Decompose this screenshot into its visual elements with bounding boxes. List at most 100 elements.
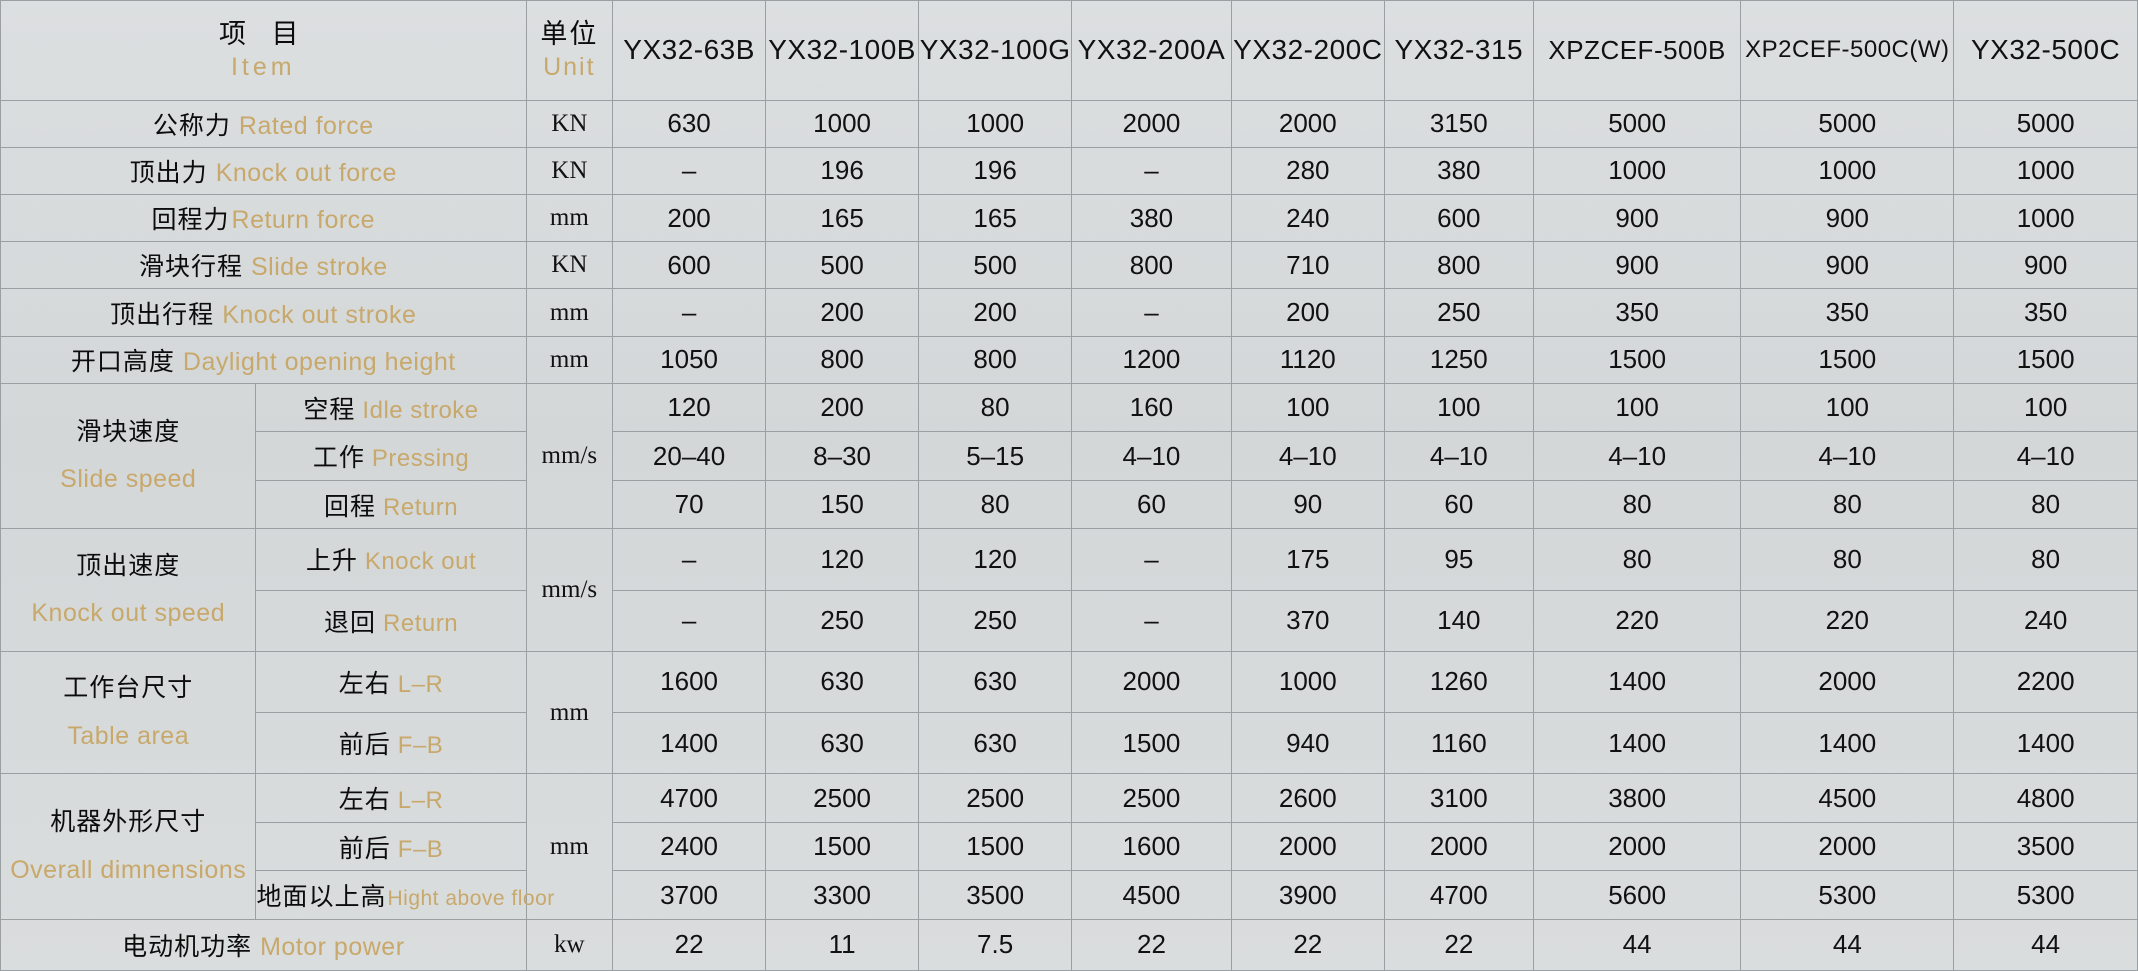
cell-value: 196	[765, 146, 920, 195]
sub-label-cn: 回程	[324, 492, 377, 521]
cell-value: 80	[918, 382, 1073, 433]
cell-value: 3700	[612, 870, 767, 920]
cell-value: 800	[1071, 241, 1232, 290]
cell-value: 1000	[1532, 146, 1742, 195]
cell-value: 370	[1230, 589, 1385, 652]
row-label-knock-out-force: 顶出力 Knock out force	[0, 146, 527, 195]
cell-value: 80	[1532, 479, 1742, 530]
row-label-motor-power: 电动机功率 Motor power	[0, 918, 527, 971]
group-label-cn: 顶出速度	[76, 551, 181, 580]
group-unit-overall-dimensions: mm	[525, 773, 614, 920]
cell-value: 1400	[1740, 712, 1955, 775]
table-row-slide-speed-return: 回程 Return 70 150 80 60 90 60 80 80 80	[1, 479, 2138, 530]
header-unit-label-en: Unit	[543, 52, 596, 81]
header-item-cell: 项 目 Item	[0, 0, 527, 101]
table-row-rated-force: 公称力 Rated force KN 630 1000 1000 2000 200…	[0, 99, 2138, 148]
table-row-overall-lr: 机器外形尺寸 Overall dimnensions 左右 L–R mm 4700…	[0, 773, 2138, 920]
cell-value: 1050	[612, 335, 767, 384]
cell-value: 220	[1532, 589, 1742, 652]
group-unit-table-area: mm	[525, 650, 614, 775]
cell-value: 600	[1383, 193, 1534, 243]
cell-value: 100	[1740, 382, 1955, 433]
table-header-row: 项 目 Item 单位 Unit YX32-63B YX32-100B YX32…	[0, 0, 2138, 101]
table-row-knock-out-speed-return: 退回 Return – 250 250 – 370 140 220 220 240	[1, 589, 2138, 652]
cell-value: 44	[1953, 918, 2138, 971]
cell-value: 200	[765, 382, 920, 433]
cell-value: 4–10	[1230, 431, 1385, 481]
cell-value: 2000	[1740, 650, 1955, 714]
cell-value: 1120	[1230, 335, 1385, 384]
cell-value: 80	[1740, 528, 1955, 591]
cell-value: 2000	[1740, 821, 1955, 872]
group-label-cn: 滑块速度	[76, 417, 181, 446]
cell-value: 940	[1230, 712, 1385, 775]
row-label-en: Motor power	[260, 932, 405, 961]
cell-value: 1500	[1532, 335, 1742, 384]
sub-label-knock-out: 上升 Knock out	[255, 528, 527, 591]
cell-value: 500	[918, 241, 1073, 290]
row-label-cn: 回程力	[151, 206, 230, 235]
cell-value: 4–10	[1383, 431, 1534, 481]
table-row-daylight-opening-height: 开口高度 Daylight opening height mm 1050 800 …	[0, 335, 2138, 384]
cell-value: 1000	[1953, 193, 2138, 243]
cell-value: 4500	[1071, 870, 1232, 920]
row-label-cn: 电动机功率	[122, 932, 253, 961]
sub-label-en: Return	[383, 609, 459, 637]
cell-value: 1200	[1071, 335, 1232, 384]
cell-value: 250	[1383, 288, 1534, 337]
cell-value: 1500	[1740, 335, 1955, 384]
cell-value: 140	[1383, 589, 1534, 652]
row-label-cn: 滑块行程	[138, 253, 243, 282]
table-row-slide-stroke: 滑块行程 Slide stroke KN 600 500 500 800 710 …	[0, 241, 2138, 290]
cell-value: 3500	[1953, 821, 2138, 872]
cell-value: –	[1071, 528, 1232, 591]
sub-label-idle-stroke: 空程 Idle stroke	[255, 382, 527, 433]
sub-label-en: F–B	[397, 835, 444, 863]
row-unit: kw	[525, 918, 614, 971]
sub-label-cn: 工作	[312, 444, 365, 473]
row-label-en: Knock out force	[215, 158, 397, 187]
cell-value: 380	[1071, 193, 1232, 243]
header-model-7: XP2CEF-500C(W)	[1740, 0, 1955, 101]
cell-value: 160	[1071, 382, 1232, 433]
cell-value: 4–10	[1532, 431, 1742, 481]
cell-value: 1400	[1532, 650, 1742, 714]
cell-value: 1260	[1383, 650, 1534, 714]
cell-value: 2500	[918, 773, 1073, 823]
table-row-motor-power: 电动机功率 Motor power kw 22 11 7.5 22 22 22 4…	[0, 918, 2138, 971]
cell-value: 1500	[765, 821, 920, 872]
cell-value: 900	[1532, 193, 1742, 243]
cell-value: 80	[1953, 479, 2138, 530]
sub-label-return: 退回 Return	[255, 589, 527, 652]
cell-value: 220	[1740, 589, 1955, 652]
table-row-table-area-fb: 前后 F–B 1400 630 630 1500 940 1160 1400 14…	[1, 712, 2138, 775]
cell-value: 60	[1071, 479, 1232, 530]
cell-value: 630	[918, 712, 1073, 775]
row-unit: KN	[525, 241, 614, 290]
cell-value: 1400	[1953, 712, 2138, 775]
cell-value: –	[612, 288, 767, 337]
cell-value: 2500	[765, 773, 920, 823]
cell-value: 250	[918, 589, 1073, 652]
cell-value: 100	[1532, 382, 1742, 433]
cell-value: 380	[1383, 146, 1534, 195]
row-unit: mm	[525, 193, 614, 243]
group-label-table-area: 工作台尺寸 Table area	[0, 650, 257, 775]
cell-value: 630	[765, 712, 920, 775]
row-label-return-force: 回程力Return force	[0, 193, 527, 243]
cell-value: 800	[918, 335, 1073, 384]
table-row-overall-height-above-floor: 地面以上高Hight above floor 3700 3300 3500 45…	[1, 870, 2138, 920]
header-unit-label-cn: 单位	[540, 18, 599, 49]
cell-value: 1160	[1383, 712, 1534, 775]
sub-label-en: Idle stroke	[362, 396, 479, 424]
cell-value: 1400	[612, 712, 767, 775]
cell-value: 22	[1383, 918, 1534, 971]
group-label-cn: 机器外形尺寸	[50, 808, 207, 837]
cell-value: 4800	[1953, 773, 2138, 823]
cell-value: 22	[1230, 918, 1385, 971]
cell-value: 100	[1383, 382, 1534, 433]
cell-value: 350	[1740, 288, 1955, 337]
cell-value: 5600	[1532, 870, 1742, 920]
cell-value: 5–15	[918, 431, 1073, 481]
cell-value: 240	[1953, 589, 2138, 652]
